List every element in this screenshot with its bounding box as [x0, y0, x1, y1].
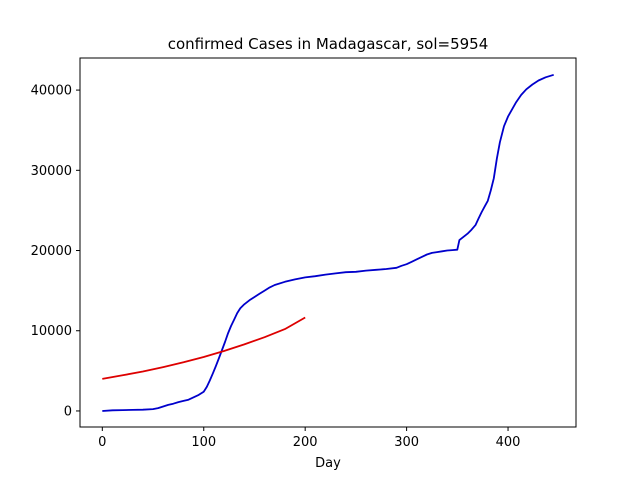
y-tick-label: 30000	[31, 164, 72, 179]
x-tick-label: 300	[394, 435, 419, 450]
x-tick-label: 200	[293, 435, 318, 450]
x-tick-label: 0	[98, 435, 106, 450]
y-tick-label: 10000	[31, 324, 72, 339]
x-axis-label: Day	[315, 456, 341, 471]
y-tick-label: 40000	[31, 84, 72, 99]
axes-frame	[79, 57, 577, 428]
x-tick-label: 400	[496, 435, 521, 450]
x-tick-label: 100	[191, 435, 216, 450]
x-axis: 0 100 200 300 400	[98, 427, 520, 450]
series-line-0	[102, 73, 554, 412]
y-tick-label: 0	[64, 404, 72, 419]
y-axis: 0 10000 20000 30000 40000	[31, 84, 80, 419]
series-line-1	[102, 316, 306, 380]
y-tick-label: 20000	[31, 244, 72, 259]
chart-title: confirmed Cases in Madagascar, sol=5954	[168, 35, 489, 53]
plot-area	[102, 73, 554, 412]
